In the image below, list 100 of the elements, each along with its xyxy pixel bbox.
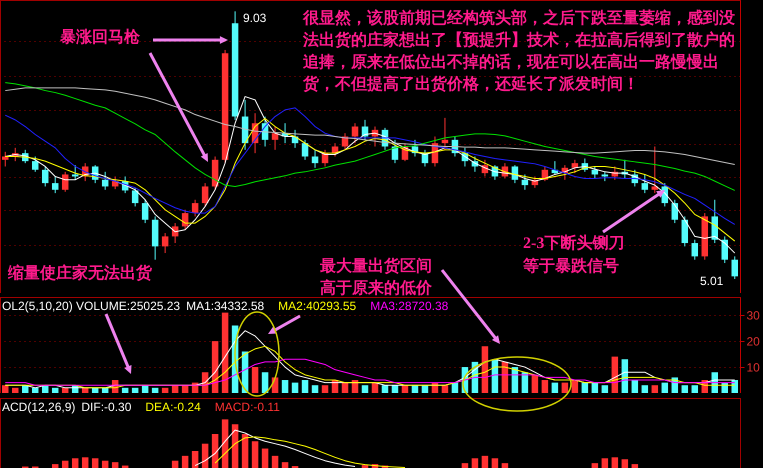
candlestick [72, 164, 78, 180]
bar [252, 367, 258, 393]
candlestick [652, 146, 658, 194]
candlestick [202, 182, 208, 207]
bar [92, 458, 98, 468]
bar [472, 458, 478, 468]
bar [262, 372, 268, 393]
bar [512, 367, 518, 393]
bar [232, 424, 238, 468]
annotation: 很显然，该股前期已经构筑头部，之后下跌至量萎缩，感到没法出货的庄家想出了【预提升】技术，在拉高后得到了散户的追捧，原来在低位出不掉的话，现在可以在高出一路慢慢出货，不但提高了出货价格，还延长了派发时间！ [303, 8, 736, 95]
bar [492, 458, 498, 468]
candlestick [2, 151, 8, 167]
bar [292, 382, 298, 393]
text: DIF:-0.30 [81, 400, 132, 414]
bar [82, 457, 88, 468]
bar [62, 388, 68, 393]
bar [492, 359, 498, 393]
bar [72, 458, 78, 468]
bar [382, 385, 388, 393]
bar [602, 458, 608, 468]
annotation: 9.03 [243, 11, 266, 25]
bar [452, 382, 458, 393]
bar [182, 456, 188, 468]
bar [502, 362, 508, 393]
bar [532, 374, 538, 393]
bar [592, 382, 598, 393]
bar [652, 385, 658, 393]
y-tick-label: 20 [746, 334, 760, 349]
candlestick [342, 132, 348, 150]
bar [612, 457, 618, 468]
bar [142, 385, 148, 393]
candlestick [442, 117, 448, 150]
bar [602, 385, 608, 393]
bar [212, 341, 218, 393]
annotation: 等于暴跌信号 [523, 256, 619, 277]
candlestick [162, 232, 168, 254]
chart-title: ACD(12,26,9) [2, 400, 76, 414]
bar [32, 388, 38, 393]
annotation: 最大量出货区间 [320, 256, 432, 277]
candlestick [62, 171, 68, 192]
candlestick [142, 199, 148, 224]
bar [482, 346, 488, 393]
candlestick [132, 187, 138, 207]
candlestick [722, 236, 728, 264]
text: MA1:34332.58 [186, 299, 264, 313]
y-tick-label: 30 [746, 308, 760, 323]
bar [362, 465, 368, 468]
bar [502, 463, 508, 468]
bar [2, 385, 8, 393]
bar [582, 382, 588, 393]
annotation: 暴涨回马枪 [60, 28, 140, 48]
bar [392, 385, 398, 393]
bar [282, 380, 288, 393]
bar [442, 385, 448, 393]
candlestick [392, 139, 398, 164]
candlestick [522, 174, 528, 190]
bar [112, 462, 118, 468]
candlestick [112, 176, 118, 190]
candlestick [572, 159, 578, 174]
bar [172, 385, 178, 393]
bar [562, 382, 568, 393]
candlestick [312, 149, 318, 168]
bar [282, 462, 288, 468]
bar [182, 385, 188, 393]
candlestick [32, 156, 38, 172]
series-label: MACD:-0.11 [214, 400, 280, 414]
bar [62, 460, 68, 468]
bar [52, 388, 58, 393]
bar [422, 385, 428, 393]
candlestick [192, 199, 198, 217]
bar [362, 385, 368, 393]
bar [552, 382, 558, 393]
bar [642, 385, 648, 393]
bar [412, 385, 418, 393]
bar [252, 441, 258, 468]
bar [612, 356, 618, 393]
candlestick [682, 216, 688, 247]
bar [312, 385, 318, 393]
bar [12, 388, 18, 393]
candlestick [672, 199, 678, 224]
bar [342, 382, 348, 393]
bar [592, 463, 598, 468]
bar [272, 456, 278, 468]
candlestick [302, 139, 308, 160]
bar [402, 385, 408, 393]
annotation: 5.01 [700, 274, 724, 288]
bar [352, 380, 358, 393]
bar [522, 372, 528, 393]
bar [222, 419, 228, 468]
bar [242, 434, 248, 468]
annotation: 2-3下断头铡刀 [523, 234, 624, 254]
bar [122, 388, 128, 393]
bar [262, 448, 268, 468]
candlestick [732, 256, 738, 280]
candlestick [642, 174, 648, 194]
bar [372, 382, 378, 393]
chart-title: OL2(5,10,20) VOLUME:25025.23 [2, 299, 180, 313]
bar [682, 385, 688, 393]
annotation: 高于原来的低价 [320, 278, 432, 299]
text: DEA:-0.24 [145, 400, 201, 414]
